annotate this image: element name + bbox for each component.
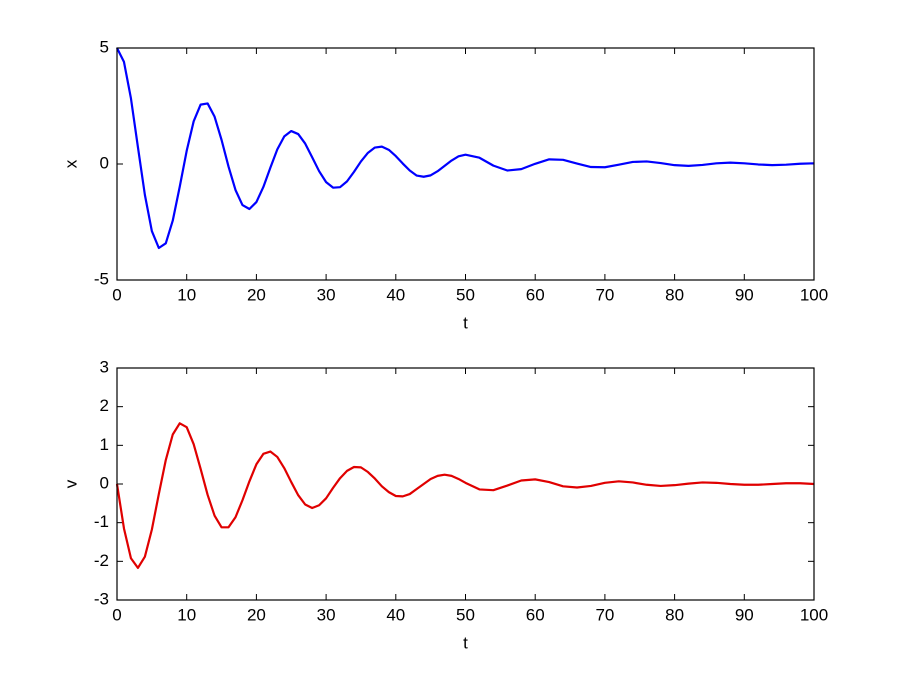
x-tick-label: 70 <box>595 285 614 304</box>
axes-box <box>117 48 814 280</box>
x-tick-label: 30 <box>317 605 336 624</box>
y-tick-label: 3 <box>100 357 109 376</box>
data-line <box>115 422 815 570</box>
x-tick-label: 90 <box>735 285 754 304</box>
x-tick-label: 50 <box>456 605 475 624</box>
x-axis-label: t <box>463 313 468 332</box>
y-tick-label: 5 <box>100 37 109 56</box>
x-tick-label: 90 <box>735 605 754 624</box>
y-tick-label: -5 <box>94 269 109 288</box>
x-tick-label: 0 <box>112 605 121 624</box>
x-tick-label: 20 <box>247 605 266 624</box>
x-tick-label: 70 <box>595 605 614 624</box>
x-tick-label: 40 <box>386 605 405 624</box>
x-tick-label: 30 <box>317 285 336 304</box>
x-tick-label: 60 <box>526 605 545 624</box>
x-tick-label: 100 <box>800 285 828 304</box>
y-tick-label: 0 <box>100 473 109 492</box>
x-tick-label: 50 <box>456 285 475 304</box>
x-tick-label: 10 <box>177 605 196 624</box>
axes-frame <box>116 367 815 601</box>
x-tick-label: 80 <box>665 285 684 304</box>
y-tick-label: -1 <box>94 512 109 531</box>
y-tick-label: 1 <box>100 435 109 454</box>
x-tick-label: 40 <box>386 285 405 304</box>
x-tick-label: 100 <box>800 605 828 624</box>
x-tick-label: 80 <box>665 605 684 624</box>
y-axis-label: v <box>61 479 80 488</box>
x-tick-label: 10 <box>177 285 196 304</box>
axes-frame <box>116 47 815 281</box>
data-line <box>116 47 815 250</box>
y-tick-label: 0 <box>100 153 109 172</box>
x-tick-label: 0 <box>112 285 121 304</box>
y-tick-label: -3 <box>94 589 109 608</box>
x-tick-label: 60 <box>526 285 545 304</box>
y-tick-label: 2 <box>100 396 109 415</box>
y-axis-label: x <box>61 159 80 168</box>
x-axis-label: t <box>463 633 468 652</box>
x-tick-label: 20 <box>247 285 266 304</box>
y-tick-label: -2 <box>94 551 109 570</box>
